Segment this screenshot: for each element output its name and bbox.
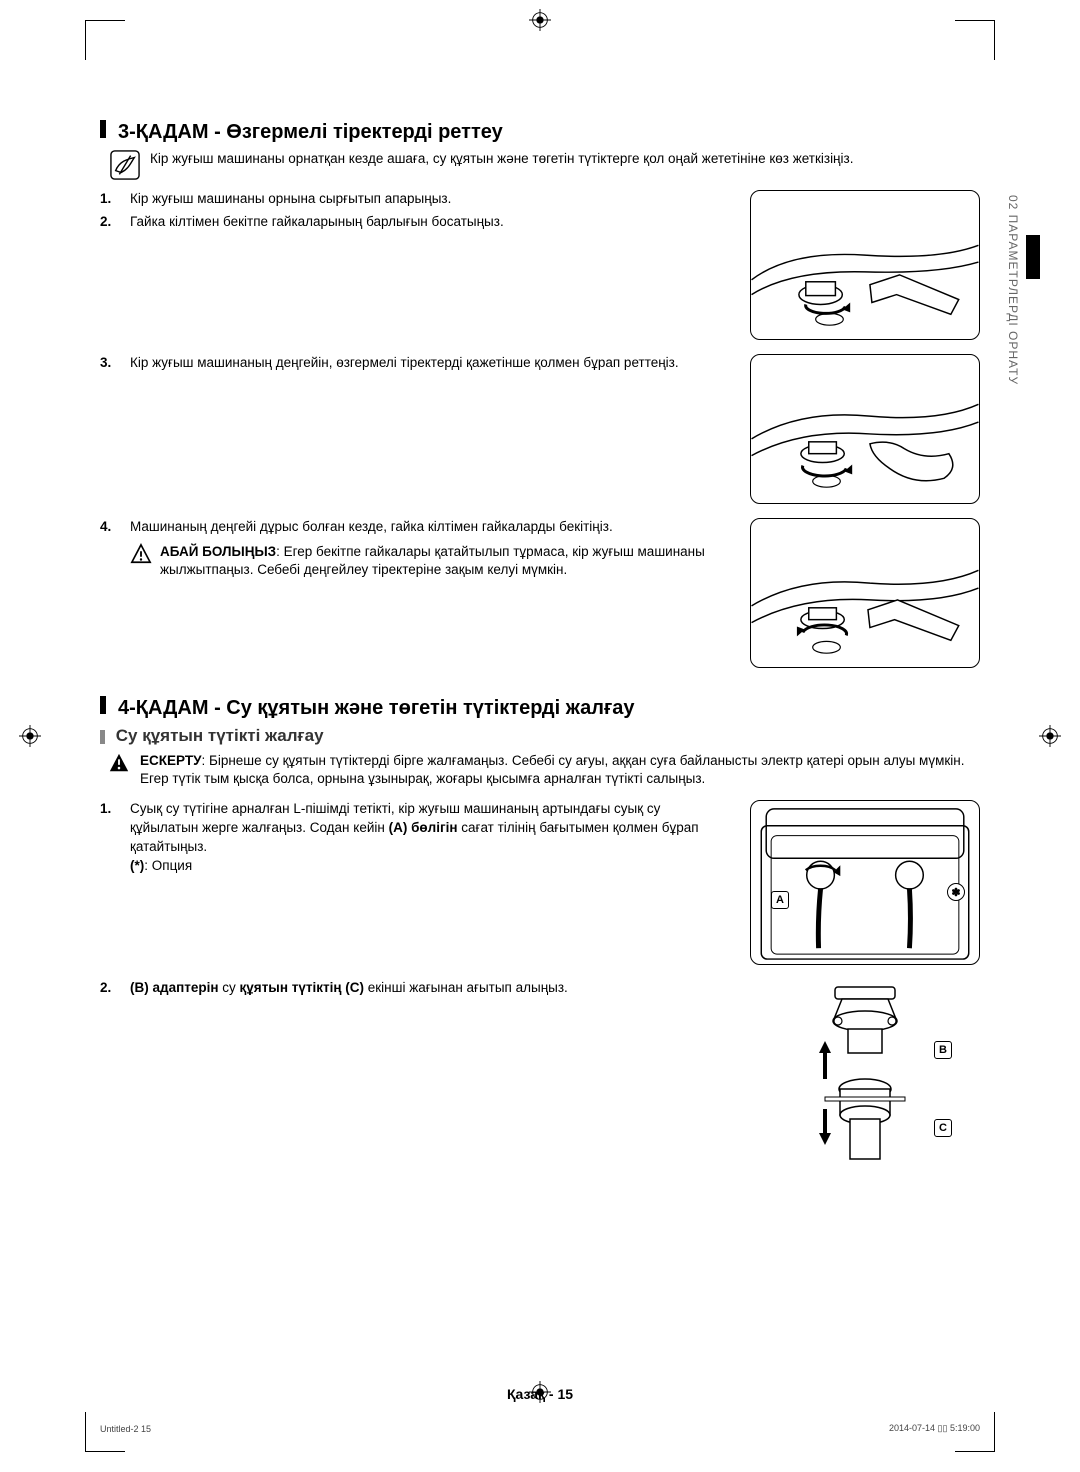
list-item-1: 1. Суық су түтігіне арналған L-пішімді т… bbox=[100, 800, 730, 876]
step4-subheading-text: Су құятын түтікті жалғау bbox=[116, 726, 324, 745]
item2-bold2: құятын түтіктің (С) bbox=[240, 980, 364, 995]
list-num: 2. bbox=[100, 979, 118, 998]
side-tab-block bbox=[1026, 235, 1040, 279]
warning-body: : Бірнеше су құятын түтіктерді бірге жал… bbox=[140, 753, 964, 786]
warning-icon bbox=[108, 752, 130, 774]
heading-bar-icon bbox=[100, 696, 106, 714]
footer-right-meta: 2014-07-14 ▯▯ 5:19:00 bbox=[889, 1423, 980, 1434]
step3-row-3: 3. Кір жуғыш машинаның деңгейін, өзгерме… bbox=[100, 354, 980, 504]
list-item-3: 3. Кір жуғыш машинаның деңгейін, өзгерме… bbox=[100, 354, 730, 373]
list-item-2: 2. Гайка кілтімен бекітпе гайкаларының б… bbox=[100, 213, 730, 232]
footer-left-meta: Untitled-2 15 bbox=[100, 1424, 151, 1434]
item2-bold1: (В) адаптерін bbox=[130, 980, 219, 995]
side-tab-text: 02 ПАРАМЕТРЛЕРДІ ОРНАТУ bbox=[1006, 195, 1020, 385]
list-num: 3. bbox=[100, 354, 118, 373]
figure-loosen-nuts bbox=[750, 190, 980, 340]
list-text: Кір жуғыш машинаның деңгейін, өзгермелі … bbox=[130, 354, 679, 373]
step4-subheading: Су құятын түтікті жалғау bbox=[100, 726, 980, 746]
label-b: B bbox=[934, 1041, 952, 1059]
figure-water-inlet-back: A ✽ bbox=[750, 800, 980, 965]
warning-label: ЕСКЕРТУ bbox=[140, 753, 201, 768]
list-text: Кір жуғыш машинаны орнына сырғытып апары… bbox=[130, 190, 451, 209]
label-a: A bbox=[771, 891, 789, 909]
list-num: 4. bbox=[100, 518, 118, 537]
step3-heading: 3-ҚАДАМ - Өзгермелі тіректерді реттеу bbox=[100, 120, 980, 144]
list-num: 1. bbox=[100, 190, 118, 209]
list-text: Гайка кілтімен бекітпе гайкаларының барл… bbox=[130, 213, 504, 232]
registration-mark-right bbox=[1039, 725, 1061, 747]
step4-heading-text: 4-ҚАДАМ - Су құятын және төгетін түтікте… bbox=[118, 697, 635, 720]
list-text: (В) адаптерін су құятын түтіктің (С) екі… bbox=[130, 979, 568, 998]
side-tab: 02 ПАРАМЕТРЛЕРДІ ОРНАТУ bbox=[1006, 195, 1040, 385]
item2-mid: су bbox=[222, 980, 239, 995]
sub-bar-icon bbox=[100, 730, 105, 744]
list-text: Машинаның деңгейі дұрыс болған кезде, га… bbox=[130, 518, 613, 537]
footer-lang-page: Қазақ - 15 bbox=[507, 1386, 573, 1402]
caution-row: АБАЙ БОЛЫҢЫЗ: Егер бекітпе гайкалары қат… bbox=[130, 543, 730, 579]
step4-heading: 4-ҚАДАМ - Су құятын және төгетін түтікте… bbox=[100, 696, 980, 720]
option-text: : Опция bbox=[144, 858, 192, 873]
figure-adjust-feet bbox=[750, 354, 980, 504]
caution-icon bbox=[130, 543, 152, 565]
item1-bold: (А) бөлігін bbox=[389, 820, 458, 835]
list-num: 1. bbox=[100, 800, 118, 876]
warning-text: ЕСКЕРТУ: Бірнеше су құятын түтіктерді бі… bbox=[140, 752, 980, 788]
list-item-2: 2. (В) адаптерін су құятын түтіктің (С) … bbox=[100, 979, 730, 998]
list-item-1: 1. Кір жуғыш машинаны орнына сырғытып ап… bbox=[100, 190, 730, 209]
list-item-4: 4. Машинаның деңгейі дұрыс болған кезде,… bbox=[100, 518, 730, 537]
registration-mark-left bbox=[19, 725, 41, 747]
step3-note-text: Кір жуғыш машинаны орнатқан кезде ашаға,… bbox=[150, 150, 853, 180]
step3-heading-text: 3-ҚАДАМ - Өзгермелі тіректерді реттеу bbox=[118, 121, 503, 144]
note-icon bbox=[110, 150, 140, 180]
step4-warning: ЕСКЕРТУ: Бірнеше су құятын түтіктерді бі… bbox=[108, 752, 980, 788]
list-num: 2. bbox=[100, 213, 118, 232]
page-footer: Қазақ - 15 bbox=[0, 1386, 1080, 1402]
label-c: C bbox=[934, 1119, 952, 1137]
step4-row-2: 2. (В) адаптерін су құятын түтіктің (С) … bbox=[100, 979, 980, 1174]
item2-post: екінші жағынан ағытып алыңыз. bbox=[368, 980, 568, 995]
caution-label: АБАЙ БОЛЫҢЫЗ bbox=[160, 544, 276, 559]
option-marker: (*) bbox=[130, 858, 144, 873]
page-content: 3-ҚАДАМ - Өзгермелі тіректерді реттеу Кі… bbox=[100, 0, 980, 1472]
heading-bar-icon bbox=[100, 120, 106, 138]
step3-row-1-2: 1. Кір жуғыш машинаны орнына сырғытып ап… bbox=[100, 190, 980, 340]
figure-adapter: B C bbox=[750, 979, 980, 1174]
caution-text: АБАЙ БОЛЫҢЫЗ: Егер бекітпе гайкалары қат… bbox=[160, 543, 730, 579]
step4-row-1: 1. Суық су түтігіне арналған L-пішімді т… bbox=[100, 800, 980, 965]
figure-tighten-nuts bbox=[750, 518, 980, 668]
step3-row-4: 4. Машинаның деңгейі дұрыс болған кезде,… bbox=[100, 518, 980, 668]
list-text: Суық су түтігіне арналған L-пішімді теті… bbox=[130, 800, 730, 876]
step3-note: Кір жуғыш машинаны орнатқан кезде ашаға,… bbox=[110, 150, 980, 180]
